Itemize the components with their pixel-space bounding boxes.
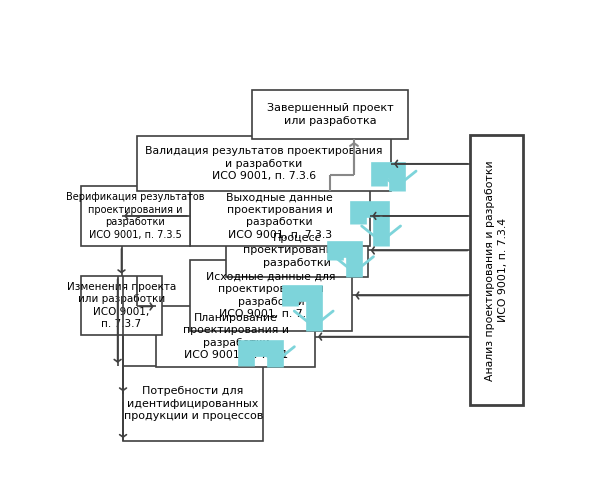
FancyBboxPatch shape xyxy=(81,276,162,335)
Text: Потребности для
идентифицированных
продукции и процессов: Потребности для идентифицированных проду… xyxy=(124,386,263,421)
Text: Изменения проекта
или разработки
ИСО 9001,
п. 7.3.7: Изменения проекта или разработки ИСО 900… xyxy=(67,282,176,329)
Text: Анализ проектирования и разработки
ИСО 9001, п. 7.3.4: Анализ проектирования и разработки ИСО 9… xyxy=(485,160,508,380)
FancyBboxPatch shape xyxy=(190,186,370,246)
Text: Процесс
проектирования и
разработки: Процесс проектирования и разработки xyxy=(243,233,351,268)
FancyBboxPatch shape xyxy=(123,366,263,441)
FancyBboxPatch shape xyxy=(470,135,523,405)
FancyBboxPatch shape xyxy=(81,186,190,246)
Text: Выходные данные
проектирования и
разработки
ИСО 9001, п. 7.3.3: Выходные данные проектирования и разрабо… xyxy=(226,192,333,240)
FancyBboxPatch shape xyxy=(157,307,315,367)
Text: Верификация результатов
проектирования и
разработки
ИСО 9001, п. 7.3.5: Верификация результатов проектирования и… xyxy=(66,192,205,240)
FancyBboxPatch shape xyxy=(252,90,408,139)
FancyBboxPatch shape xyxy=(226,224,368,277)
Text: Исходные данные для
проектирования и
разработки
ИСО 9001, п. 7.3.2: Исходные данные для проектирования и раз… xyxy=(206,272,336,319)
FancyBboxPatch shape xyxy=(190,260,352,331)
Text: Завершенный проект
или разработка: Завершенный проект или разработка xyxy=(266,103,393,125)
Text: Планирование
проектирования и
разработки
ИСО 9001, п. 7.3.1: Планирование проектирования и разработки… xyxy=(183,313,289,360)
FancyBboxPatch shape xyxy=(137,136,391,191)
Text: Валидация результатов проектирования
и разработки
ИСО 9001, п. 7.3.6: Валидация результатов проектирования и р… xyxy=(145,146,383,181)
